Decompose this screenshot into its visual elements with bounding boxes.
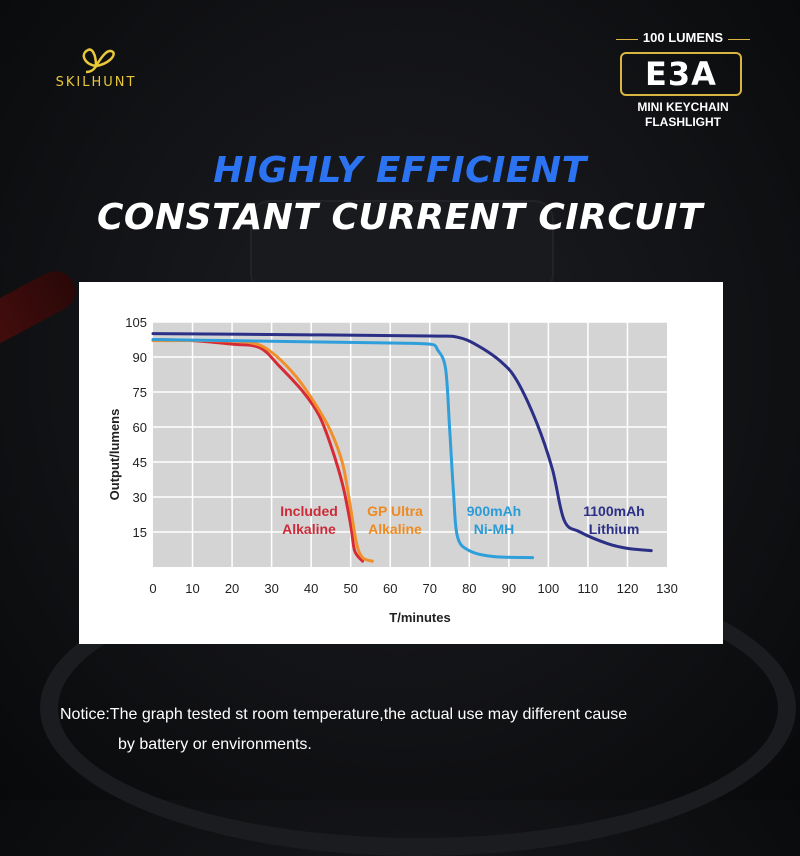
badge-divider-right [728,39,750,40]
headline-line-2: CONSTANT CURRENT CIRCUIT [97,197,703,238]
headline-line-1: HIGHLY EFFICIENT [213,150,587,191]
x-tick-label: 40 [304,581,318,596]
series-line-4 [151,332,653,553]
series-line-1 [151,338,365,563]
x-tick-label: 90 [502,581,516,596]
x-tick-label: 60 [383,581,397,596]
notice-line-1: Notice:The graph tested st room temperat… [60,706,628,723]
series-line-2 [151,338,374,563]
x-tick-label: 20 [225,581,239,596]
y-tick-label: 105 [125,315,147,330]
x-axis-ticks: 0 10 20 30 40 50 60 70 80 90 100 110 120 130 [149,581,677,596]
plot-area [153,322,667,567]
x-tick-label: 130 [656,581,678,596]
x-tick-label: 50 [343,581,357,596]
series-labels: Included Alkaline GP Ultra Alkaline 900mAh Ni… [280,503,645,537]
notice-text: Notice:The graph tested st room temperat… [60,700,760,760]
y-tick-label: 45 [133,455,147,470]
badge-divider-left [616,39,638,40]
badge-model-box: E3A [620,52,742,96]
y-tick-label: 60 [133,420,147,435]
grid-lines [153,321,667,567]
x-tick-label: 110 [578,581,599,596]
series-label-3: Ni-MH [474,521,514,537]
y-tick-label: 15 [133,525,147,540]
series-lines [151,332,653,563]
badge-lumens: 100 LUMENS [642,30,724,45]
x-tick-label: 30 [264,581,278,596]
product-badge: 100 LUMENS E3A MINI KEYCHAIN FLASHLIGHT [608,30,758,130]
series-label-2: Alkaline [368,521,422,537]
series-label-1: Included [280,503,338,519]
series-line-3 [151,338,535,560]
notice-line-2: by battery or environments. [118,736,312,753]
badge-line-1: MINI KEYCHAIN [637,100,729,114]
x-axis-title: T/minutes [389,610,450,625]
y-tick-label: 30 [133,490,147,505]
series-label-2: GP Ultra [367,503,423,519]
series-label-1: Alkaline [282,521,336,537]
series-label-4: 1100mAh [583,503,644,519]
chart-panel: 15 30 45 60 75 90 105 0 10 20 30 40 50 60 70 80 90 100 11… [79,282,723,644]
y-tick-label: 90 [133,350,147,365]
x-tick-label: 70 [423,581,437,596]
badge-model: E3A [645,55,717,93]
x-tick-label: 10 [185,581,199,596]
output-vs-time-chart: 15 30 45 60 75 90 105 0 10 20 30 40 50 60 70 80 90 100 11… [107,315,678,625]
background-red-strap [0,264,83,356]
y-axis-title: Output/lumens [107,409,122,501]
series-label-3: 900mAh [467,503,521,519]
series-label-4: Lithium [589,521,640,537]
x-tick-label: 120 [617,581,639,596]
y-tick-label: 75 [133,385,147,400]
brand-logo: SKILHUNT [36,44,156,94]
y-axis-ticks: 15 30 45 60 75 90 105 [125,315,147,540]
brand-name: SKILHUNT [55,75,137,90]
badge-line-2: FLASHLIGHT [645,115,721,129]
x-tick-label: 80 [462,581,476,596]
skilhunt-logo-icon [82,48,115,74]
x-tick-label: 0 [149,581,156,596]
x-tick-label: 100 [538,581,560,596]
